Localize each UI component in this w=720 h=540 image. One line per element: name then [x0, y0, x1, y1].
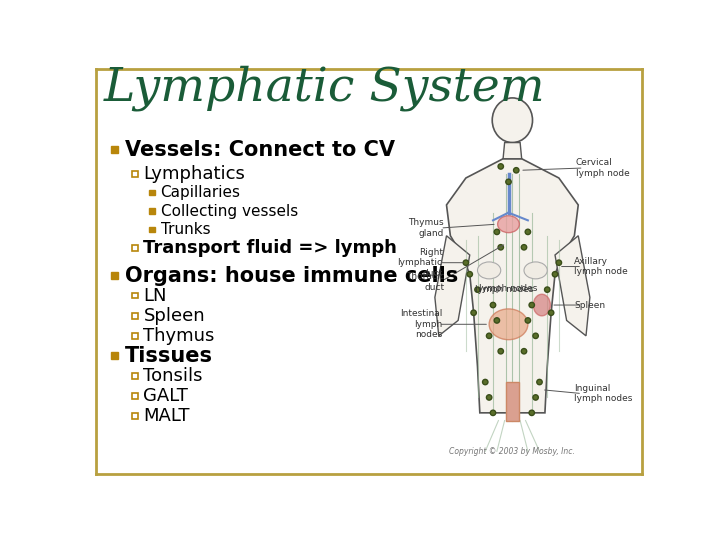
Bar — [377, 78, 636, 467]
Bar — [506, 382, 518, 421]
Text: Thymus
gland: Thymus gland — [408, 218, 444, 238]
Polygon shape — [446, 159, 578, 413]
Text: Transport fluid => lymph: Transport fluid => lymph — [143, 239, 397, 257]
Text: Copyright © 2003 by Mosby, Inc.: Copyright © 2003 by Mosby, Inc. — [449, 447, 575, 456]
Text: Spleen: Spleen — [575, 301, 606, 309]
Text: LN: LN — [143, 287, 167, 305]
Ellipse shape — [549, 310, 554, 315]
Text: Trunks: Trunks — [161, 222, 210, 237]
Bar — [112, 272, 118, 279]
Bar — [112, 353, 118, 359]
Ellipse shape — [498, 215, 519, 233]
Text: Right
lymphatic
duct: Right lymphatic duct — [397, 248, 443, 278]
Bar — [149, 227, 155, 232]
Ellipse shape — [467, 272, 472, 277]
Bar — [132, 171, 138, 177]
Ellipse shape — [513, 167, 519, 173]
Text: Organs: house immune cells: Organs: house immune cells — [125, 266, 458, 286]
Ellipse shape — [521, 348, 527, 354]
Text: Thoracic
duct: Thoracic duct — [405, 272, 444, 292]
Text: MALT: MALT — [143, 407, 190, 425]
Text: Tonsils: Tonsils — [143, 367, 203, 385]
Ellipse shape — [471, 310, 477, 315]
Text: GALT: GALT — [143, 387, 189, 405]
Ellipse shape — [529, 302, 534, 308]
Bar — [149, 208, 155, 214]
Text: Lymphatic System: Lymphatic System — [104, 65, 546, 111]
Ellipse shape — [521, 245, 527, 250]
Bar — [132, 313, 138, 319]
Ellipse shape — [482, 379, 488, 384]
Ellipse shape — [537, 379, 542, 384]
Ellipse shape — [498, 348, 503, 354]
Text: Tissues: Tissues — [125, 346, 213, 366]
Bar — [132, 393, 138, 399]
Text: Intestinal
lymph
nodes: Intestinal lymph nodes — [400, 309, 443, 339]
Ellipse shape — [487, 333, 492, 339]
Ellipse shape — [524, 262, 547, 279]
Ellipse shape — [494, 318, 500, 323]
Ellipse shape — [533, 395, 539, 400]
Text: Inguinal
lymph nodes: Inguinal lymph nodes — [575, 384, 633, 403]
Text: lymph nodes: lymph nodes — [475, 285, 534, 294]
Ellipse shape — [505, 179, 511, 185]
Bar — [132, 333, 138, 339]
Bar — [112, 146, 118, 153]
Ellipse shape — [492, 98, 533, 143]
Text: Capillaries: Capillaries — [161, 185, 240, 200]
Ellipse shape — [533, 333, 539, 339]
Bar — [132, 245, 138, 251]
Bar — [132, 413, 138, 418]
Ellipse shape — [489, 309, 528, 340]
Ellipse shape — [494, 229, 500, 234]
Ellipse shape — [529, 410, 534, 416]
Text: Thymus: Thymus — [143, 327, 215, 345]
Text: Collecting vessels: Collecting vessels — [161, 204, 298, 219]
Bar — [149, 190, 155, 195]
Text: lymph nodes: lymph nodes — [480, 284, 538, 293]
Polygon shape — [435, 236, 469, 336]
Ellipse shape — [498, 245, 503, 250]
Ellipse shape — [490, 410, 495, 416]
Ellipse shape — [490, 302, 495, 308]
Ellipse shape — [534, 294, 550, 316]
Ellipse shape — [525, 229, 531, 234]
Polygon shape — [503, 143, 522, 159]
Text: Cervical
lymph node: Cervical lymph node — [576, 158, 630, 178]
Ellipse shape — [498, 164, 503, 169]
Text: Axillary
lymph node: Axillary lymph node — [575, 257, 628, 276]
Ellipse shape — [556, 260, 562, 265]
Ellipse shape — [487, 395, 492, 400]
Bar — [132, 293, 138, 299]
Text: Spleen: Spleen — [143, 307, 205, 325]
Ellipse shape — [525, 318, 531, 323]
Ellipse shape — [463, 260, 469, 265]
Ellipse shape — [544, 287, 550, 292]
Bar — [132, 373, 138, 379]
Text: Vessels: Connect to CV: Vessels: Connect to CV — [125, 139, 395, 159]
Ellipse shape — [474, 287, 480, 292]
Polygon shape — [555, 236, 590, 336]
Text: Lymphatics: Lymphatics — [143, 165, 246, 183]
Ellipse shape — [477, 262, 500, 279]
Ellipse shape — [552, 272, 558, 277]
